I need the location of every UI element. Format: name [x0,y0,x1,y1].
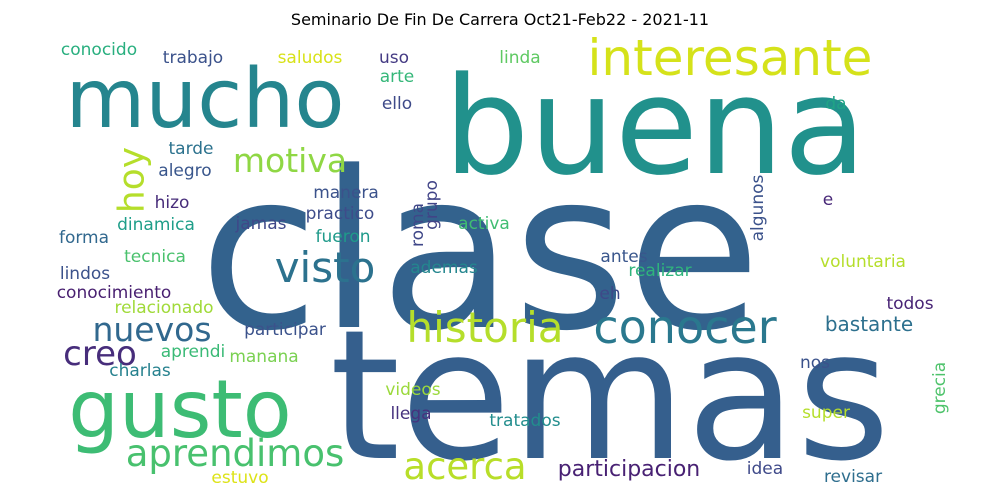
word-realizar: realizar [628,261,691,281]
word-tecnica: tecnica [124,247,186,267]
word-jamas: jamas [235,214,287,234]
word-grecia: grecia [930,362,950,414]
word-mucho: mucho [65,52,344,147]
word-aprendimos: aprendimos [126,432,345,475]
word-algunos: algunos [748,174,768,241]
word-ademas: ademas [410,258,478,278]
word-conocido: conocido [61,40,137,60]
word-manana: manana [229,347,298,367]
word-visto: visto [275,243,376,292]
word-nos: nos [800,353,830,373]
word-creo: creo [63,334,137,374]
word-buena: buena [444,48,867,205]
word-hizo: hizo [155,193,190,213]
word-estuvo: estuvo [211,468,268,488]
word-llega: llega [390,404,431,424]
word-antes: antes [600,247,647,267]
word-tratados: tratados [489,411,560,431]
word-todos: todos [886,294,933,314]
word-clase: clase [199,126,761,379]
word-charlas: charlas [109,361,171,381]
word-participar: participar [244,320,326,340]
word-gusto: gusto [68,363,291,456]
word-hoy: hoy [112,147,153,213]
word-grupo: grupo [422,180,442,230]
word-aprendi: aprendi [161,342,226,362]
word-acerca: acerca [403,445,526,488]
word-uso: uso [379,48,409,68]
word-manera: manera [313,183,379,203]
word-activa: activa [458,214,510,234]
word-temas: temas [330,292,891,500]
word-idea: idea [747,459,783,479]
word-lindos: lindos [60,264,110,284]
word-roma: roma [408,203,428,247]
word-practico: practico [306,204,375,224]
word-ello: ello [382,94,412,114]
chart-title: Seminario De Fin De Carrera Oct21-Feb22 … [290,10,710,29]
word-videos: videos [385,380,440,400]
word-eh: eh [599,284,620,304]
word-conocer: conocer [593,300,776,354]
word-voluntaria: voluntaria [820,252,906,272]
word-conocimiento: conocimiento [57,283,172,303]
word-fueron: fueron [315,227,370,247]
word-e: e [823,190,833,210]
word-participacion: participacion [558,457,701,482]
word-bastante: bastante [825,312,913,336]
word-tarde: tarde [168,139,213,159]
word-revisar: revisar [824,467,882,487]
word-historia: historia [406,303,563,352]
word-linda: linda [499,48,540,68]
word-saludos: saludos [278,48,343,68]
word-super: super [802,403,850,423]
word-da: da [825,94,846,114]
word-alegro: alegro [158,161,211,181]
word-dinamica: dinamica [117,215,195,235]
word-arte: arte [380,67,415,87]
word-motiva: motiva [233,141,347,180]
word-interesante: interesante [588,29,873,87]
word-nuevos: nuevos [92,310,211,349]
word-forma: forma [59,228,109,248]
word-trabajo: trabajo [163,48,223,68]
word-relacionado: relacionado [114,298,213,318]
